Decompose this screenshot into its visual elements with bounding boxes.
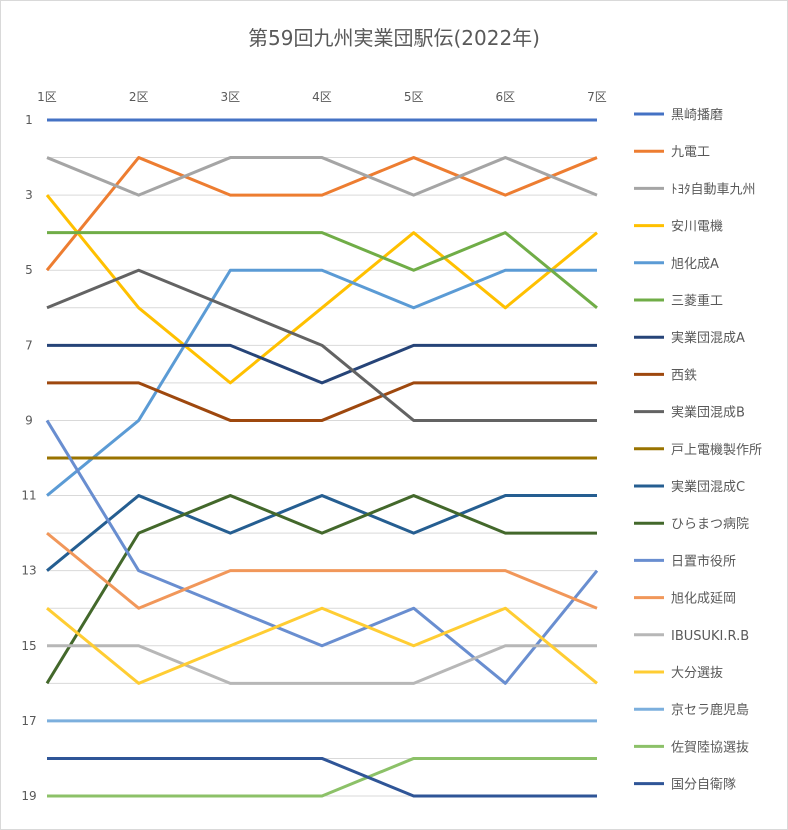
legend-label: 実業団混成C (671, 479, 745, 495)
series-line-13 (45, 419, 599, 685)
x-axis-tick-labels: 1区 2区 3区 4区 5区 6区 7区 (37, 90, 607, 104)
legend-item: ひらまつ病院 (634, 517, 749, 532)
series-line-5 (46, 268, 597, 497)
legend-item: 旭化成A (634, 257, 719, 272)
series-line-6 (47, 231, 598, 309)
y-tick-label: 15 (21, 639, 36, 653)
series-line-8 (47, 381, 597, 422)
series-lines (45, 118, 599, 798)
legend-label: 黒崎播磨 (671, 108, 723, 123)
series-line-19 (47, 756, 597, 798)
legend-item: 実業団混成A (634, 330, 745, 346)
y-tick-label: 13 (21, 564, 36, 578)
legend-label: 旭化成A (671, 257, 719, 272)
legend-item: IBUSUKI.R.B (634, 629, 749, 644)
series-line-3 (46, 156, 598, 197)
y-tick-label: 7 (25, 338, 33, 352)
legend-item: 三菱重工 (634, 293, 723, 309)
series-line-7 (47, 343, 597, 385)
series-line-11 (46, 494, 597, 572)
x-tick-label: 6区 (496, 90, 516, 104)
y-tick-label: 1 (25, 113, 33, 127)
chart-title: 第59回九州実業団駅伝(2022年) (248, 26, 540, 50)
legend-label: 西鉄 (671, 368, 697, 383)
legend-label: ひらまつ病院 (671, 517, 749, 532)
legend-item: 京セラ鹿児島 (634, 702, 749, 718)
legend-item: 大分選抜 (634, 665, 723, 681)
legend-label: 京セラ鹿児島 (671, 702, 749, 718)
legend-label: 旭化成延岡 (671, 592, 736, 607)
x-tick-label: 2区 (129, 90, 149, 104)
y-tick-label: 3 (25, 188, 33, 202)
y-tick-label: 9 (25, 413, 33, 427)
x-tick-label: 1区 (37, 90, 57, 104)
legend-item: 実業団混成C (634, 479, 745, 495)
y-tick-label: 11 (21, 489, 36, 503)
legend-item: 九電工 (634, 145, 710, 160)
legend-label: 九電工 (671, 145, 710, 160)
series-line-9 (46, 268, 597, 422)
x-tick-label: 5区 (404, 90, 424, 104)
legend-item: 戸上電機製作所 (634, 443, 762, 458)
legend-label: 国分自衛隊 (671, 777, 736, 793)
legend-label: ﾄﾖﾀ自動車九州 (671, 182, 756, 197)
legend-item: 日置市役所 (634, 553, 736, 569)
series-line-14 (46, 531, 598, 610)
legend-label: 大分選抜 (671, 665, 723, 681)
legend-item: 安川電機 (634, 220, 723, 235)
legend-item: 国分自衛隊 (634, 777, 736, 793)
legend-item: 実業団混成B (634, 405, 745, 421)
x-tick-label: 3区 (221, 90, 241, 104)
legend-label: 実業団混成B (671, 405, 745, 421)
legend-label: 安川電機 (671, 220, 723, 235)
series-line-15 (47, 644, 597, 685)
legend-item: ﾄﾖﾀ自動車九州 (634, 182, 756, 197)
series-line-12 (45, 494, 597, 685)
x-tick-label: 4区 (312, 90, 332, 104)
series-line-16 (46, 606, 598, 685)
legend-item: 黒崎播磨 (634, 108, 723, 123)
legend-label: 戸上電機製作所 (671, 443, 762, 458)
y-tick-label: 17 (21, 714, 36, 728)
series-line-18 (47, 756, 597, 798)
legend-label: 実業団混成A (671, 330, 745, 346)
x-tick-label: 7区 (587, 90, 607, 104)
legend-item: 佐賀陸協選抜 (634, 739, 749, 755)
legend-item: 旭化成延岡 (634, 592, 736, 607)
legend-item: 西鉄 (634, 368, 697, 383)
series-line-4 (45, 194, 598, 385)
legend-label: IBUSUKI.R.B (671, 629, 749, 644)
series-line-2 (45, 156, 598, 272)
legend-label: 日置市役所 (671, 553, 736, 569)
y-tick-label: 19 (21, 789, 36, 803)
legend-label: 佐賀陸協選抜 (671, 739, 749, 755)
y-tick-label: 5 (25, 263, 33, 277)
legend-label: 三菱重工 (671, 293, 723, 309)
